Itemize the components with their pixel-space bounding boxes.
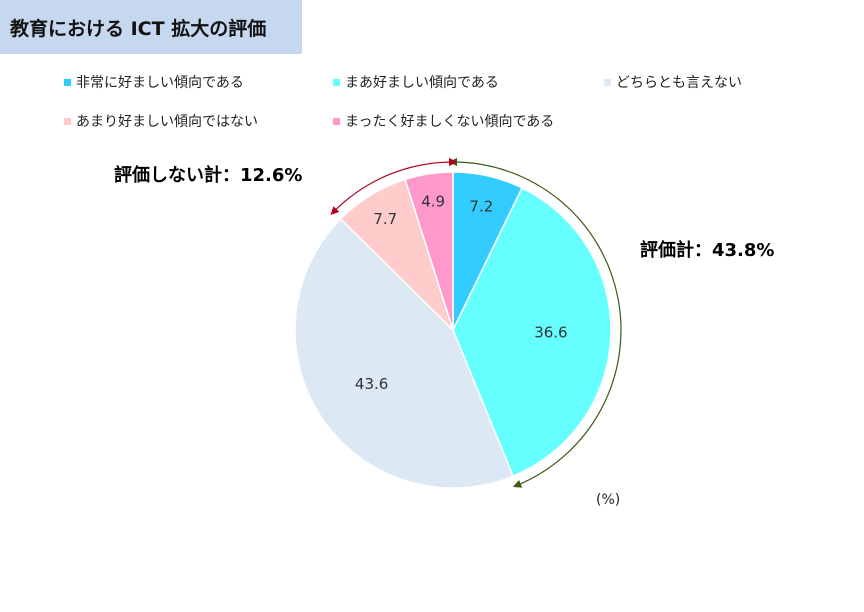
legend-item: まったく好ましくない傾向である — [333, 111, 554, 131]
slice-value-label: 43.6 — [355, 375, 388, 393]
legend-item: まあ好ましい傾向である — [333, 72, 499, 92]
slice-value-label: 7.7 — [373, 210, 397, 228]
legend-label: まあ好ましい傾向である — [345, 75, 499, 91]
slice-value-label: 7.2 — [469, 197, 493, 215]
legend-swatch — [64, 78, 71, 86]
title-box: 教育における ICT 拡大の評価 — [0, 0, 302, 54]
legend-swatch — [333, 78, 340, 86]
legend-item: 非常に好ましい傾向である — [64, 72, 244, 92]
legend-item: あまり好ましい傾向ではない — [64, 111, 258, 131]
legend-swatch — [604, 78, 611, 86]
legend-label: 非常に好ましい傾向である — [76, 75, 244, 91]
positive-total-label: 評価計：43.8% — [640, 240, 775, 261]
negative-total-label: 評価しない計：12.6% — [114, 165, 303, 186]
legend-swatch — [64, 117, 71, 125]
legend-swatch — [333, 117, 340, 125]
legend-label: まったく好ましくない傾向である — [345, 114, 555, 130]
negative-bracket-arc — [330, 157, 458, 215]
unit-label: (%) — [596, 492, 621, 508]
legend-item: どちらとも言えない — [604, 72, 742, 92]
legend-label: あまり好ましい傾向ではない — [76, 114, 258, 130]
chart-title: 教育における ICT 拡大の評価 — [10, 18, 267, 40]
slice-value-label: 4.9 — [421, 192, 445, 210]
slice-value-label: 36.6 — [534, 324, 567, 342]
legend-label: どちらとも言えない — [616, 75, 742, 91]
positive-bracket-arc — [448, 157, 622, 488]
